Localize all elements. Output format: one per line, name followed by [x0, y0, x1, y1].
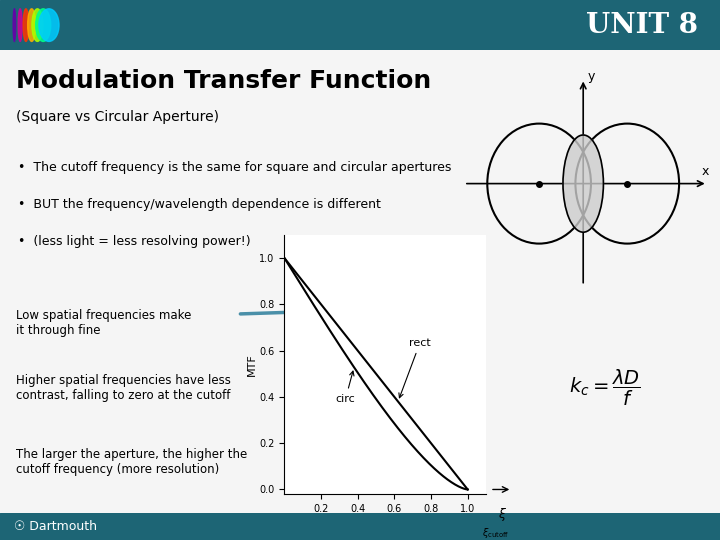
Text: Higher spatial frequencies have less
contrast, falling to zero at the cutoff: Higher spatial frequencies have less con… [16, 374, 230, 402]
Text: Low spatial frequencies make
it through fine: Low spatial frequencies make it through … [16, 309, 192, 338]
Text: ☉ Dartmouth: ☉ Dartmouth [14, 520, 97, 533]
Text: Modulation Transfer Function: Modulation Transfer Function [16, 69, 431, 93]
Text: x: x [701, 165, 708, 178]
Text: (Square vs Circular Aperture): (Square vs Circular Aperture) [16, 110, 219, 124]
Text: The larger the aperture, the higher the
cutoff frequency (more resolution): The larger the aperture, the higher the … [16, 448, 247, 476]
Ellipse shape [27, 9, 36, 42]
Text: $\xi_{\rm cutoff}$: $\xi_{\rm cutoff}$ [482, 526, 510, 540]
Text: UNIT 8: UNIT 8 [586, 11, 698, 39]
Ellipse shape [32, 9, 43, 42]
Ellipse shape [18, 9, 22, 42]
Text: circ: circ [336, 371, 356, 403]
Text: •  BUT the frequency/wavelength dependence is different: • BUT the frequency/wavelength dependenc… [18, 198, 381, 211]
Text: $k_c = \dfrac{\lambda D}{f}$: $k_c = \dfrac{\lambda D}{f}$ [569, 368, 641, 408]
Y-axis label: MTF: MTF [246, 353, 256, 376]
Ellipse shape [563, 135, 603, 232]
Text: $\xi$: $\xi$ [498, 507, 507, 523]
Ellipse shape [39, 9, 59, 42]
Text: •  The cutoff frequency is the same for square and circular apertures: • The cutoff frequency is the same for s… [18, 161, 451, 174]
Ellipse shape [23, 9, 29, 42]
Text: •  (less light = less resolving power!): • (less light = less resolving power!) [18, 235, 251, 248]
Text: y: y [588, 70, 595, 83]
Text: rect: rect [399, 338, 431, 398]
Ellipse shape [13, 9, 16, 42]
Ellipse shape [35, 9, 50, 42]
